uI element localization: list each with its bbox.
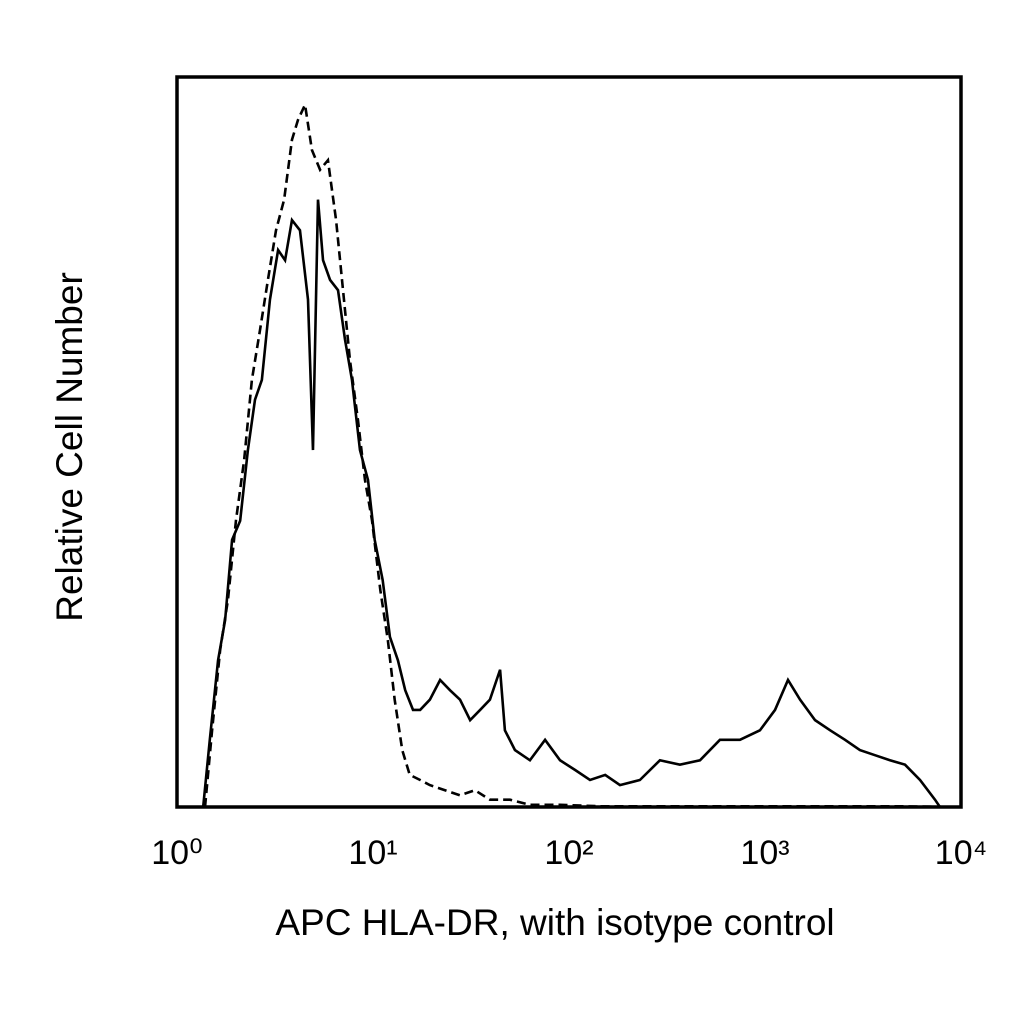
x-tick-label: 10⁰ — [151, 834, 202, 872]
x-tick-label: 10⁴ — [935, 834, 987, 872]
dashed-series-line — [203, 100, 951, 809]
x-axis-title: APC HLA-DR, with isotype control — [275, 902, 834, 943]
x-tick-label: 10² — [544, 834, 593, 872]
series-line — [201, 199, 942, 808]
x-tick-label: 10³ — [740, 834, 789, 872]
x-tick-label: 10¹ — [348, 834, 397, 872]
plot-frame — [175, 75, 963, 809]
y-axis-title: Relative Cell Number — [49, 272, 90, 622]
